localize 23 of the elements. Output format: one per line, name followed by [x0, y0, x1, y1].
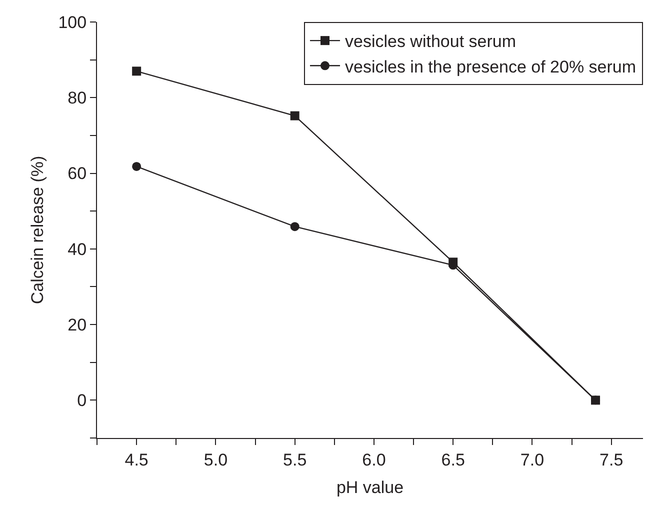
- text: 6.0: [362, 450, 386, 470]
- point: [591, 396, 600, 405]
- point: [290, 111, 300, 120]
- x-tick-label: 4.5: [124, 450, 148, 470]
- x-tick-label: 6.5: [441, 450, 465, 470]
- point: [132, 66, 142, 76]
- x-tick-label: 5.5: [283, 450, 307, 470]
- y-axis-title: Calcein release (%): [28, 156, 47, 304]
- y-tick-label: 20: [68, 316, 87, 334]
- point: [448, 258, 458, 267]
- y-tick-label: 0: [77, 391, 87, 410]
- y-tick-label: 40: [68, 240, 87, 259]
- y-tick-label: 80: [68, 88, 87, 108]
- y-tick-label: 100: [58, 12, 87, 32]
- x-axis-title: pH value: [336, 478, 404, 497]
- x-tick-label: 7.5: [600, 450, 624, 470]
- point: [290, 222, 300, 232]
- text: 5.0: [204, 450, 228, 470]
- legend-label: vesicles without serum: [345, 32, 516, 52]
- text: 7.0: [520, 450, 544, 470]
- point: [132, 162, 142, 171]
- y-tick-label: 60: [68, 164, 87, 184]
- legend-label: vesicles in the presence of 20% serum: [345, 57, 636, 76]
